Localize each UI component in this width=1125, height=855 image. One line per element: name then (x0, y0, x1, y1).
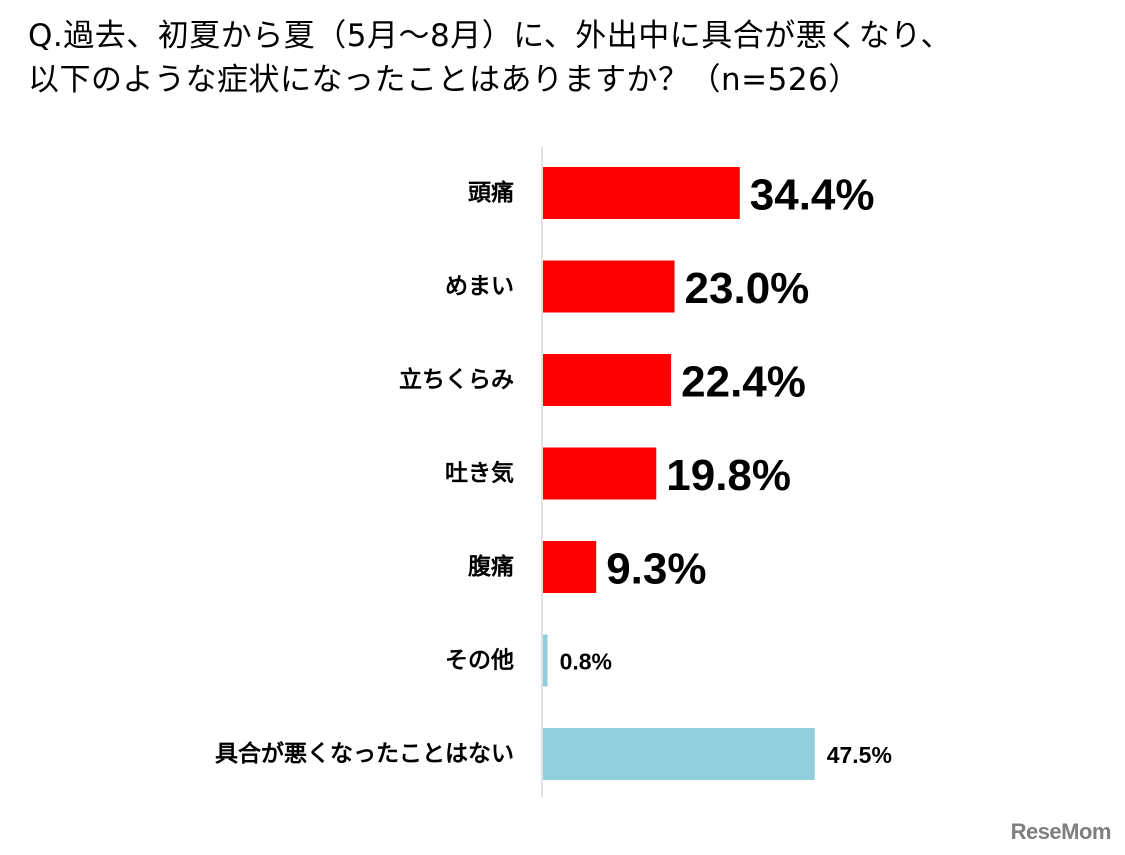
bar (543, 167, 740, 219)
value-label: 47.5% (827, 742, 892, 768)
resemom-logo: ReseMom (1010, 819, 1112, 844)
bar (543, 728, 815, 780)
bar (543, 260, 675, 313)
category-label: その他 (445, 648, 514, 674)
value-label: 34.4% (750, 171, 875, 220)
bar (543, 447, 657, 500)
category-label: 具合が悪くなったことはない (215, 740, 514, 767)
title-line-2: 以下のような症状になったことはありますか？（n=526） (28, 62, 860, 98)
value-label: 19.8% (666, 451, 791, 500)
value-label: 9.3% (606, 545, 706, 594)
category-label: 吐き気 (445, 460, 514, 487)
title-line-1: Q.過去、初夏から夏（5月～8月）に、外出中に具合が悪くなり、 (28, 18, 953, 54)
value-label: 0.8% (560, 649, 612, 675)
category-label: 立ちくらみ (399, 366, 514, 393)
category-label: 頭痛 (468, 179, 514, 206)
category-label: めまい (445, 274, 514, 300)
bar (543, 634, 548, 687)
category-label: 腹痛 (468, 553, 514, 580)
bar (543, 541, 597, 593)
value-label: 23.0% (685, 264, 810, 313)
bar (543, 354, 672, 406)
chart-title: Q.過去、初夏から夏（5月～8月）に、外出中に具合が悪くなり、 以下のような症状… (28, 14, 1108, 102)
value-label: 22.4% (681, 358, 806, 407)
